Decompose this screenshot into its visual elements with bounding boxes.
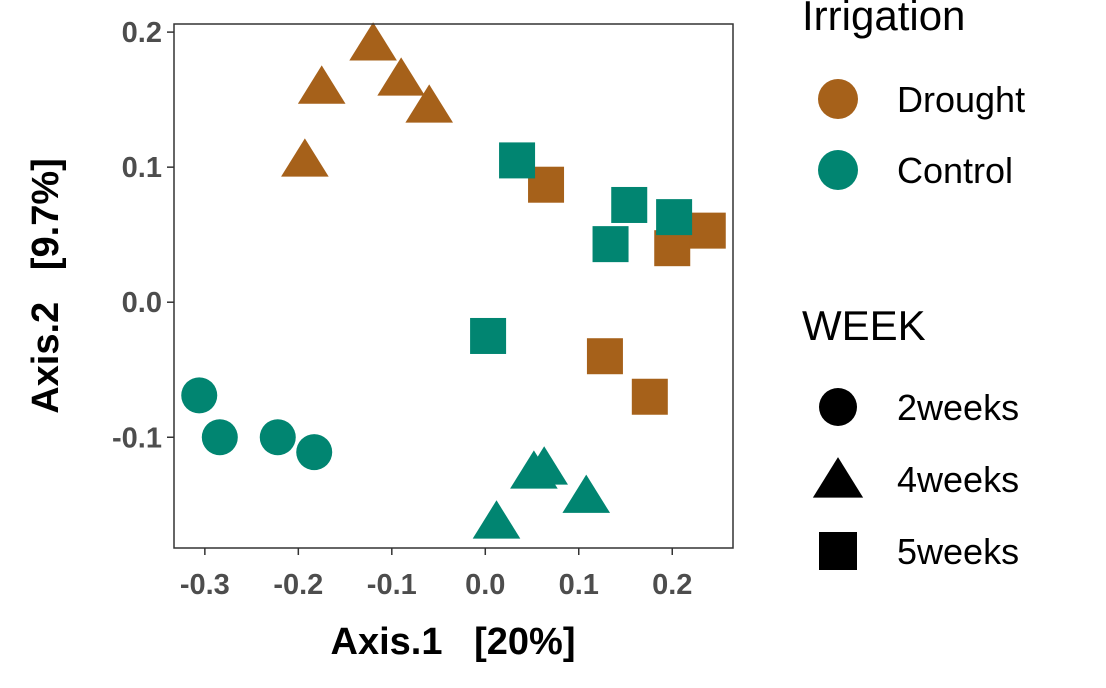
data-point-drought-4weeks-1 <box>297 65 346 104</box>
x-tick-label: 0.0 <box>465 569 505 601</box>
y-axis-title: Axis.2 [9.7%] <box>25 158 67 414</box>
y-axis: -0.1 0.0 0.1 0.2 <box>112 17 174 454</box>
legend-label-2weeks: 2weeks <box>897 387 1019 428</box>
data-point-drought-4weeks-3 <box>405 84 454 123</box>
y-tick-label: 0.1 <box>122 152 162 184</box>
data-point-control-5weeks-19 <box>611 186 648 223</box>
data-point-control-4weeks-16 <box>562 474 611 513</box>
plot-panel <box>173 23 734 549</box>
legend-key-control <box>818 150 858 190</box>
legend-key-2weeks <box>819 388 857 426</box>
data-point-drought-5weeks-7 <box>689 212 726 249</box>
legend-label-drought: Drought <box>897 79 1025 120</box>
data-point-drought-5weeks-8 <box>586 338 623 375</box>
shape-legend-items: 2weeks 4weeks 5weeks <box>812 387 1019 572</box>
x-tick-label: -0.2 <box>273 569 323 601</box>
x-tick-label: 0.2 <box>652 569 692 601</box>
legend-label-5weeks: 5weeks <box>897 531 1019 572</box>
data-point-control-5weeks-18 <box>499 142 536 179</box>
data-point-drought-4weeks-4 <box>281 138 329 177</box>
x-axis: -0.3 -0.2 -0.1 0.0 0.1 0.2 <box>180 548 692 601</box>
data-point-control-4weeks-15 <box>520 446 568 485</box>
legend: Irrigation Drought Control WEEK 2weeks 4we… <box>802 0 1025 572</box>
data-point-drought-4weeks-2 <box>377 57 425 96</box>
x-tick-label: -0.1 <box>367 569 417 601</box>
data-point-drought-4weeks-0 <box>349 22 397 61</box>
data-point-control-4weeks-17 <box>472 500 521 539</box>
data-point-control-2weeks-10 <box>181 377 218 414</box>
legend-label-control: Control <box>897 150 1013 191</box>
data-point-control-5weeks-22 <box>470 317 507 354</box>
legend-key-4weeks <box>812 457 864 498</box>
x-tick-label: -0.3 <box>180 569 230 601</box>
points-layer <box>181 22 726 539</box>
shape-legend-title: WEEK <box>802 302 926 349</box>
data-point-control-2weeks-11 <box>201 419 238 456</box>
x-tick-label: 0.1 <box>559 569 599 601</box>
color-legend-items: Drought Control <box>818 79 1025 191</box>
data-point-control-2weeks-13 <box>296 434 333 471</box>
color-legend-title: Irrigation <box>802 0 965 39</box>
legend-key-drought <box>818 79 858 119</box>
data-point-drought-5weeks-6 <box>654 230 691 267</box>
data-point-control-2weeks-12 <box>259 419 296 456</box>
legend-key-5weeks <box>819 532 857 570</box>
data-point-control-5weeks-20 <box>656 199 693 236</box>
data-point-drought-5weeks-9 <box>631 378 668 415</box>
y-tick-label: 0.0 <box>122 287 162 319</box>
y-tick-label: 0.2 <box>122 17 162 49</box>
legend-label-4weeks: 4weeks <box>897 459 1019 500</box>
x-axis-title: Axis.1 [20%] <box>331 621 576 663</box>
data-point-control-5weeks-21 <box>592 226 629 263</box>
y-tick-label: -0.1 <box>112 422 162 454</box>
